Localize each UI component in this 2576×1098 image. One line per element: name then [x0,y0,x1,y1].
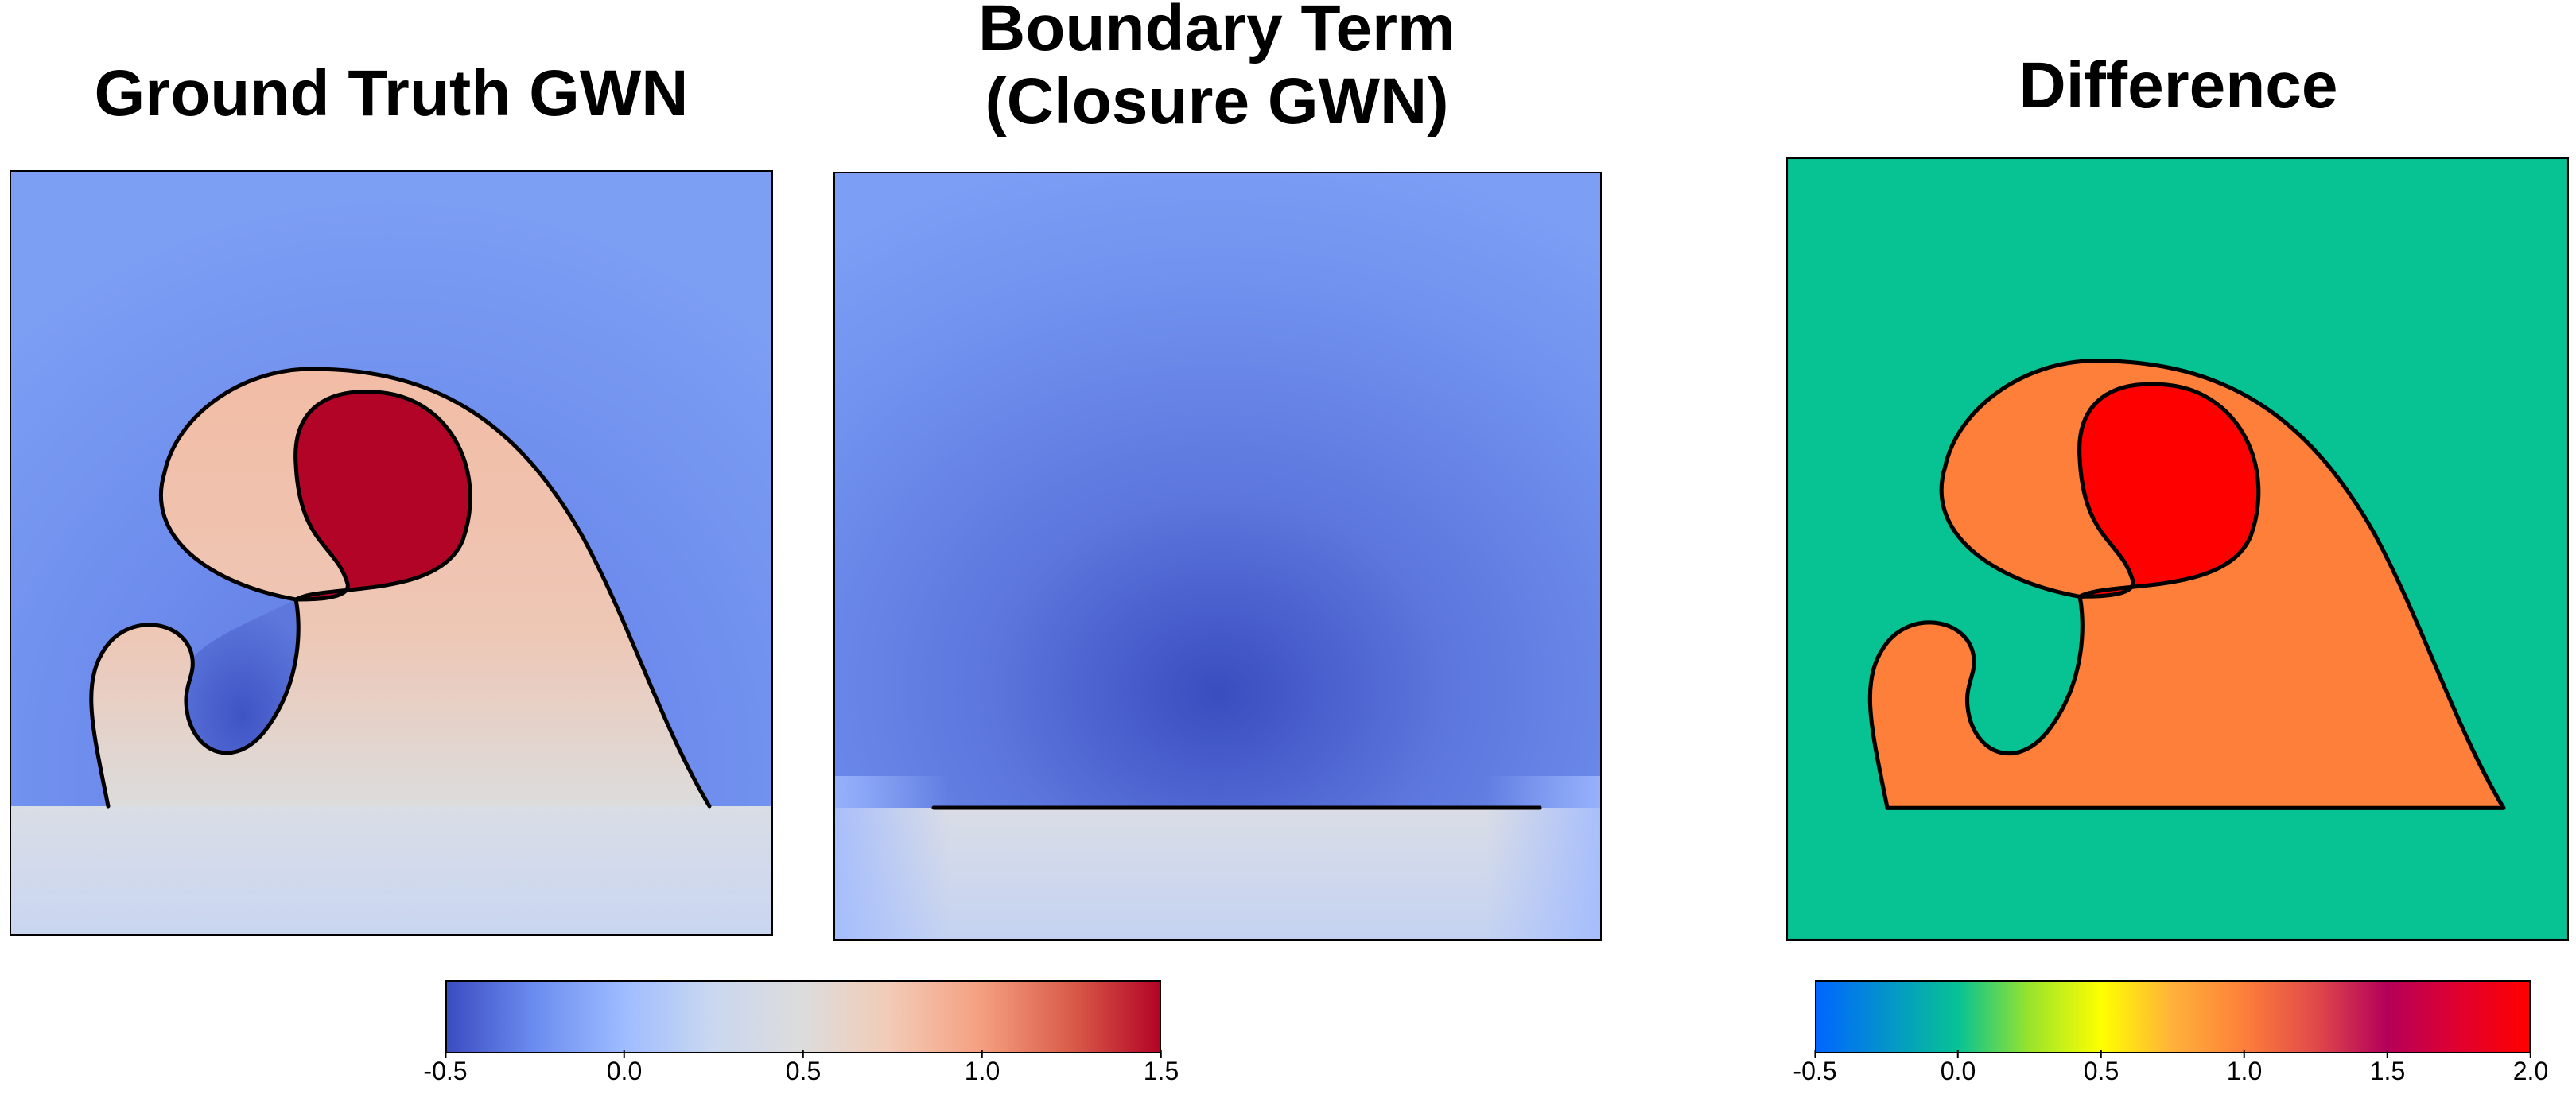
colorbar-rainbow-tick: -0.5 [1793,1052,1836,1086]
colorbar-rainbow [1815,980,2531,1053]
ground-truth-curve [89,367,712,809]
difference-title: Difference [2018,49,2338,122]
difference-curve [1867,359,2506,810]
difference-plot [1786,157,2569,941]
ground-truth-panel [10,170,773,936]
ground-truth-plot [10,170,773,936]
colorbar-coolwarm-tick: 1.5 [1144,1052,1179,1086]
colorbar-coolwarm-tick: 0.5 [786,1052,821,1086]
difference-region-one [1870,360,2504,809]
boundary-term-frame [833,172,1602,941]
difference-region-two [2079,384,2259,597]
boundary-term-title: Boundary Term (Closure GWN) [833,0,1600,138]
colorbar-rainbow-tick: 0.5 [2084,1052,2119,1086]
difference-hole-region [1966,596,2083,754]
colorbar-coolwarm-tick: 0.0 [607,1052,642,1086]
ground-truth-lower-band [10,806,773,936]
difference-frame [1786,157,2569,941]
ground-truth-core-region [295,391,471,599]
ground-truth-frame [10,170,773,936]
colorbar-rainbow-tick: 1.5 [2370,1052,2405,1086]
ground-truth-inner-region [91,369,709,806]
boundary-term-title-line1: Boundary Term [978,0,1455,64]
colorbar-coolwarm-tick: 1.0 [965,1052,1000,1086]
boundary-term-side-glow [833,776,1602,941]
ground-truth-hole-region [185,599,299,753]
colorbar-rainbow-tick: 2.0 [2513,1052,2548,1086]
difference-panel [1786,157,2569,941]
colorbar-rainbow-tick: 0.0 [1941,1052,1976,1086]
boundary-term-title-line2: (Closure GWN) [985,64,1449,138]
colorbar-rainbow-tick: 1.0 [2227,1052,2262,1086]
colorbar-rainbow-ticks: -0.5 0.0 0.5 1.0 1.5 2.0 [1793,1052,2548,1086]
ground-truth-title: Ground Truth GWN [94,57,689,130]
colorbar-coolwarm-tick: -0.5 [423,1052,467,1086]
boundary-term-plot [833,172,1602,941]
boundary-term-panel [833,172,1602,941]
colorbar-coolwarm [445,980,1161,1053]
colorbar-coolwarm-ticks: -0.5 0.0 0.5 1.0 1.5 [423,1052,1179,1086]
boundary-term-background [833,172,1602,808]
